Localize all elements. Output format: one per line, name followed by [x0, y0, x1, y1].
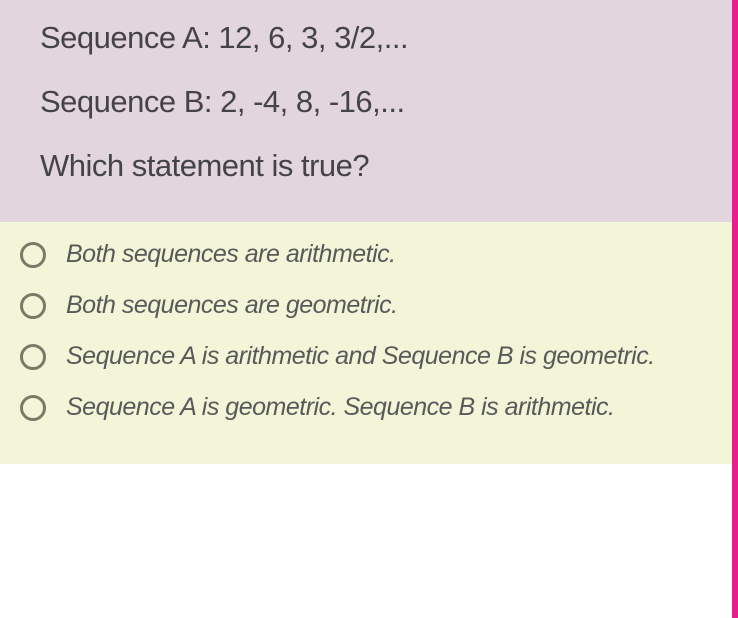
- question-section: Sequence A: 12, 6, 3, 3/2,... Sequence B…: [0, 0, 732, 222]
- sequence-a-text: Sequence A: 12, 6, 3, 3/2,...: [40, 20, 702, 56]
- answer-option-2[interactable]: Both sequences are geometric.: [20, 291, 712, 320]
- question-prompt: Which statement is true?: [40, 148, 702, 184]
- answers-section: Both sequences are arithmetic. Both sequ…: [0, 222, 732, 464]
- answer-text: Both sequences are geometric.: [66, 291, 398, 320]
- radio-icon[interactable]: [20, 242, 46, 268]
- answer-option-3[interactable]: Sequence A is arithmetic and Sequence B …: [20, 342, 712, 371]
- radio-icon[interactable]: [20, 395, 46, 421]
- sequence-b-text: Sequence B: 2, -4, 8, -16,...: [40, 84, 702, 120]
- answer-option-1[interactable]: Both sequences are arithmetic.: [20, 240, 712, 269]
- radio-icon[interactable]: [20, 293, 46, 319]
- answer-text: Sequence A is arithmetic and Sequence B …: [66, 342, 655, 371]
- radio-icon[interactable]: [20, 344, 46, 370]
- answer-option-4[interactable]: Sequence A is geometric. Sequence B is a…: [20, 393, 712, 422]
- answer-text: Sequence A is geometric. Sequence B is a…: [66, 393, 614, 422]
- answer-text: Both sequences are arithmetic.: [66, 240, 396, 269]
